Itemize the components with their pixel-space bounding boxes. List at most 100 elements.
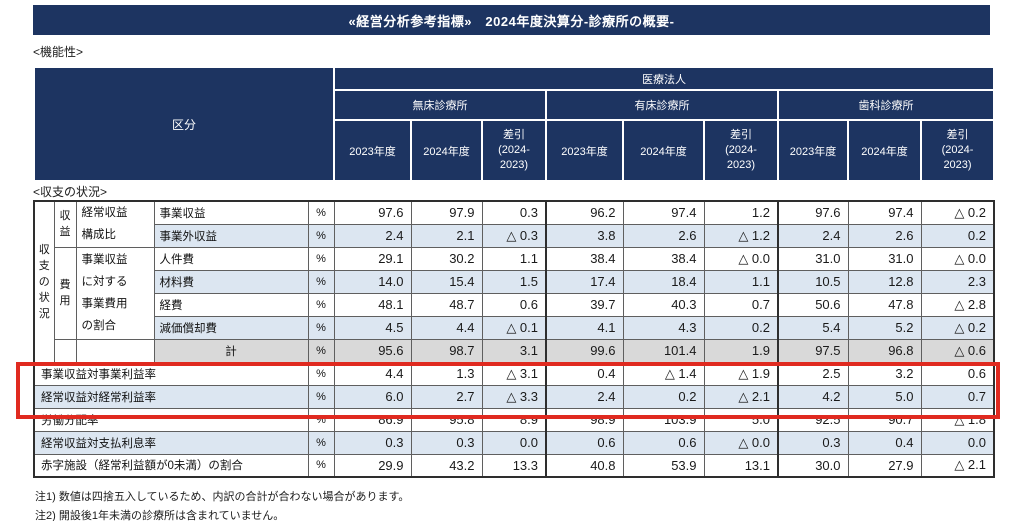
value-cell: 0.6: [545, 430, 624, 455]
value-cell: 97.4: [622, 200, 705, 225]
note-2: 注2) 開設後1年未満の診療所は含まれていません。: [35, 510, 285, 521]
value-cell: △ 2.8: [920, 292, 995, 317]
value-cell: △ 1.2: [703, 223, 779, 248]
value-cell: 12.8: [847, 269, 922, 294]
value-cell: 0.3: [333, 430, 412, 455]
header-year: 2024年度: [410, 119, 483, 182]
value-cell: 43.2: [410, 453, 483, 478]
value-cell: 2.1: [410, 223, 483, 248]
value-cell: 4.1: [545, 315, 624, 340]
value-cell: 38.4: [545, 246, 624, 271]
header-kubun: 区分: [33, 66, 335, 182]
value-cell: 29.9: [333, 453, 412, 478]
value-cell: 47.8: [847, 292, 922, 317]
value-cell: 27.9: [847, 453, 922, 478]
value-cell: 2.4: [545, 384, 624, 409]
value-cell: 99.6: [545, 338, 624, 363]
value-cell: 90.7: [847, 407, 922, 432]
value-cell: △ 1.4: [622, 361, 705, 386]
value-cell: 95.6: [333, 338, 412, 363]
value-cell: 2.6: [622, 223, 705, 248]
value-cell: △ 0.0: [920, 246, 995, 271]
value-cell: 30.2: [410, 246, 483, 271]
value-cell: 1.1: [703, 269, 779, 294]
value-cell: 2.3: [920, 269, 995, 294]
value-cell: 4.3: [622, 315, 705, 340]
unit-cell: %: [307, 361, 335, 386]
value-cell: 39.7: [545, 292, 624, 317]
unit-cell: %: [307, 269, 335, 294]
header-diff: 差引 (2024- 2023): [703, 119, 779, 182]
note-1: 注1) 数値は四捨五入しているため、内訳の合計が合わない場合があります。: [35, 491, 410, 503]
value-cell: 0.7: [703, 292, 779, 317]
value-cell: 103.9: [622, 407, 705, 432]
value-cell: △ 2.1: [920, 453, 995, 478]
value-cell: 30.0: [777, 453, 849, 478]
value-cell: 101.4: [622, 338, 705, 363]
value-cell: 97.5: [777, 338, 849, 363]
value-cell: 1.2: [703, 200, 779, 225]
value-cell: 95.8: [410, 407, 483, 432]
row-label: 減価償却費: [153, 315, 309, 340]
value-cell: 4.2: [777, 384, 849, 409]
value-cell: 0.7: [920, 384, 995, 409]
value-cell: 0.3: [410, 430, 483, 455]
value-cell: 2.5: [777, 361, 849, 386]
value-cell: 4.4: [410, 315, 483, 340]
value-cell: 98.9: [545, 407, 624, 432]
row-label: 事業収益対事業利益率: [33, 361, 309, 386]
row-label: 経常収益対経常利益率: [33, 384, 309, 409]
value-cell: 97.6: [333, 200, 412, 225]
header-diff: 差引 (2024- 2023): [481, 119, 547, 182]
value-cell: △ 0.1: [481, 315, 547, 340]
value-cell: △ 1.8: [920, 407, 995, 432]
row-label: 人件費: [153, 246, 309, 271]
unit-cell: %: [307, 292, 335, 317]
value-cell: 0.2: [920, 223, 995, 248]
value-cell: 40.8: [545, 453, 624, 478]
value-cell: 48.7: [410, 292, 483, 317]
value-cell: 3.1: [481, 338, 547, 363]
value-cell: 29.1: [333, 246, 412, 271]
value-cell: 48.1: [333, 292, 412, 317]
section-label-functionality: <機能性>: [33, 45, 84, 59]
header-year: 2023年度: [333, 119, 412, 182]
value-cell: 0.0: [481, 430, 547, 455]
unit-cell: %: [307, 430, 335, 455]
value-cell: 96.2: [545, 200, 624, 225]
row-label: 赤字施設（経常利益額が0未満）の割合: [33, 453, 309, 478]
unit-cell: %: [307, 315, 335, 340]
value-cell: 15.4: [410, 269, 483, 294]
value-cell: 5.2: [847, 315, 922, 340]
unit-cell: %: [307, 384, 335, 409]
value-cell: 0.6: [622, 430, 705, 455]
value-cell: 5.4: [777, 315, 849, 340]
unit-cell: %: [307, 453, 335, 478]
value-cell: 31.0: [847, 246, 922, 271]
value-cell: 50.6: [777, 292, 849, 317]
value-cell: △ 0.2: [920, 315, 995, 340]
value-cell: 4.5: [333, 315, 412, 340]
value-cell: 8.9: [481, 407, 547, 432]
value-cell: 1.5: [481, 269, 547, 294]
value-cell: 0.3: [777, 430, 849, 455]
header-year: 2024年度: [622, 119, 705, 182]
row-label: 労働分配率: [33, 407, 309, 432]
value-cell: 13.3: [481, 453, 547, 478]
row-label: 材料費: [153, 269, 309, 294]
unit-cell: %: [307, 338, 335, 363]
value-cell: △ 0.0: [703, 246, 779, 271]
value-cell: 1.1: [481, 246, 547, 271]
value-cell: 0.2: [703, 315, 779, 340]
value-cell: 5.0: [847, 384, 922, 409]
value-cell: 5.0: [703, 407, 779, 432]
value-cell: 0.2: [622, 384, 705, 409]
value-cell: 10.5: [777, 269, 849, 294]
value-cell: 0.6: [920, 361, 995, 386]
value-cell: 53.9: [622, 453, 705, 478]
value-cell: 1.3: [410, 361, 483, 386]
header-table: 区分 医療法人 無床診療所 有床診療所 歯科診療所 2023年度 2024年度 …: [33, 66, 996, 182]
revenue-sub-label: 経常収益 構成比: [75, 200, 155, 248]
value-cell: 18.4: [622, 269, 705, 294]
header-group-yushou: 有床診療所: [545, 89, 779, 121]
